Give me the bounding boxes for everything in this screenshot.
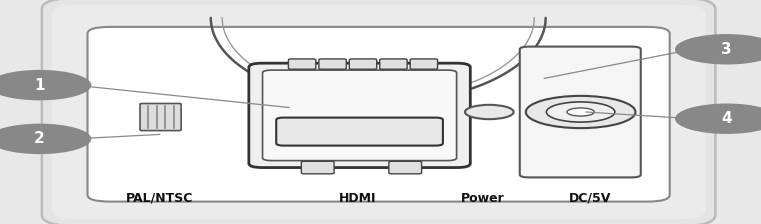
Circle shape: [465, 105, 514, 119]
Text: Power: Power: [461, 192, 505, 205]
Circle shape: [675, 103, 761, 134]
Circle shape: [675, 34, 761, 65]
FancyBboxPatch shape: [276, 118, 443, 146]
Text: 2: 2: [34, 131, 45, 146]
FancyBboxPatch shape: [88, 27, 670, 202]
FancyBboxPatch shape: [140, 103, 181, 131]
FancyBboxPatch shape: [249, 63, 470, 168]
FancyBboxPatch shape: [389, 161, 422, 174]
Circle shape: [0, 124, 91, 154]
Text: HDMI: HDMI: [339, 192, 377, 205]
Circle shape: [546, 102, 615, 122]
Circle shape: [526, 96, 635, 128]
Circle shape: [567, 108, 594, 116]
FancyBboxPatch shape: [263, 70, 457, 161]
FancyBboxPatch shape: [288, 59, 316, 69]
FancyBboxPatch shape: [410, 59, 438, 69]
FancyBboxPatch shape: [349, 59, 377, 69]
Text: 3: 3: [721, 42, 732, 57]
Text: DC/5V: DC/5V: [568, 192, 611, 205]
Text: 1: 1: [34, 78, 45, 93]
FancyBboxPatch shape: [380, 59, 407, 69]
Circle shape: [0, 70, 91, 100]
FancyBboxPatch shape: [52, 4, 705, 220]
Text: 4: 4: [721, 111, 732, 126]
Text: PAL/NTSC: PAL/NTSC: [126, 192, 193, 205]
FancyBboxPatch shape: [520, 47, 641, 177]
FancyBboxPatch shape: [319, 59, 346, 69]
FancyBboxPatch shape: [42, 0, 715, 224]
FancyBboxPatch shape: [301, 161, 334, 174]
